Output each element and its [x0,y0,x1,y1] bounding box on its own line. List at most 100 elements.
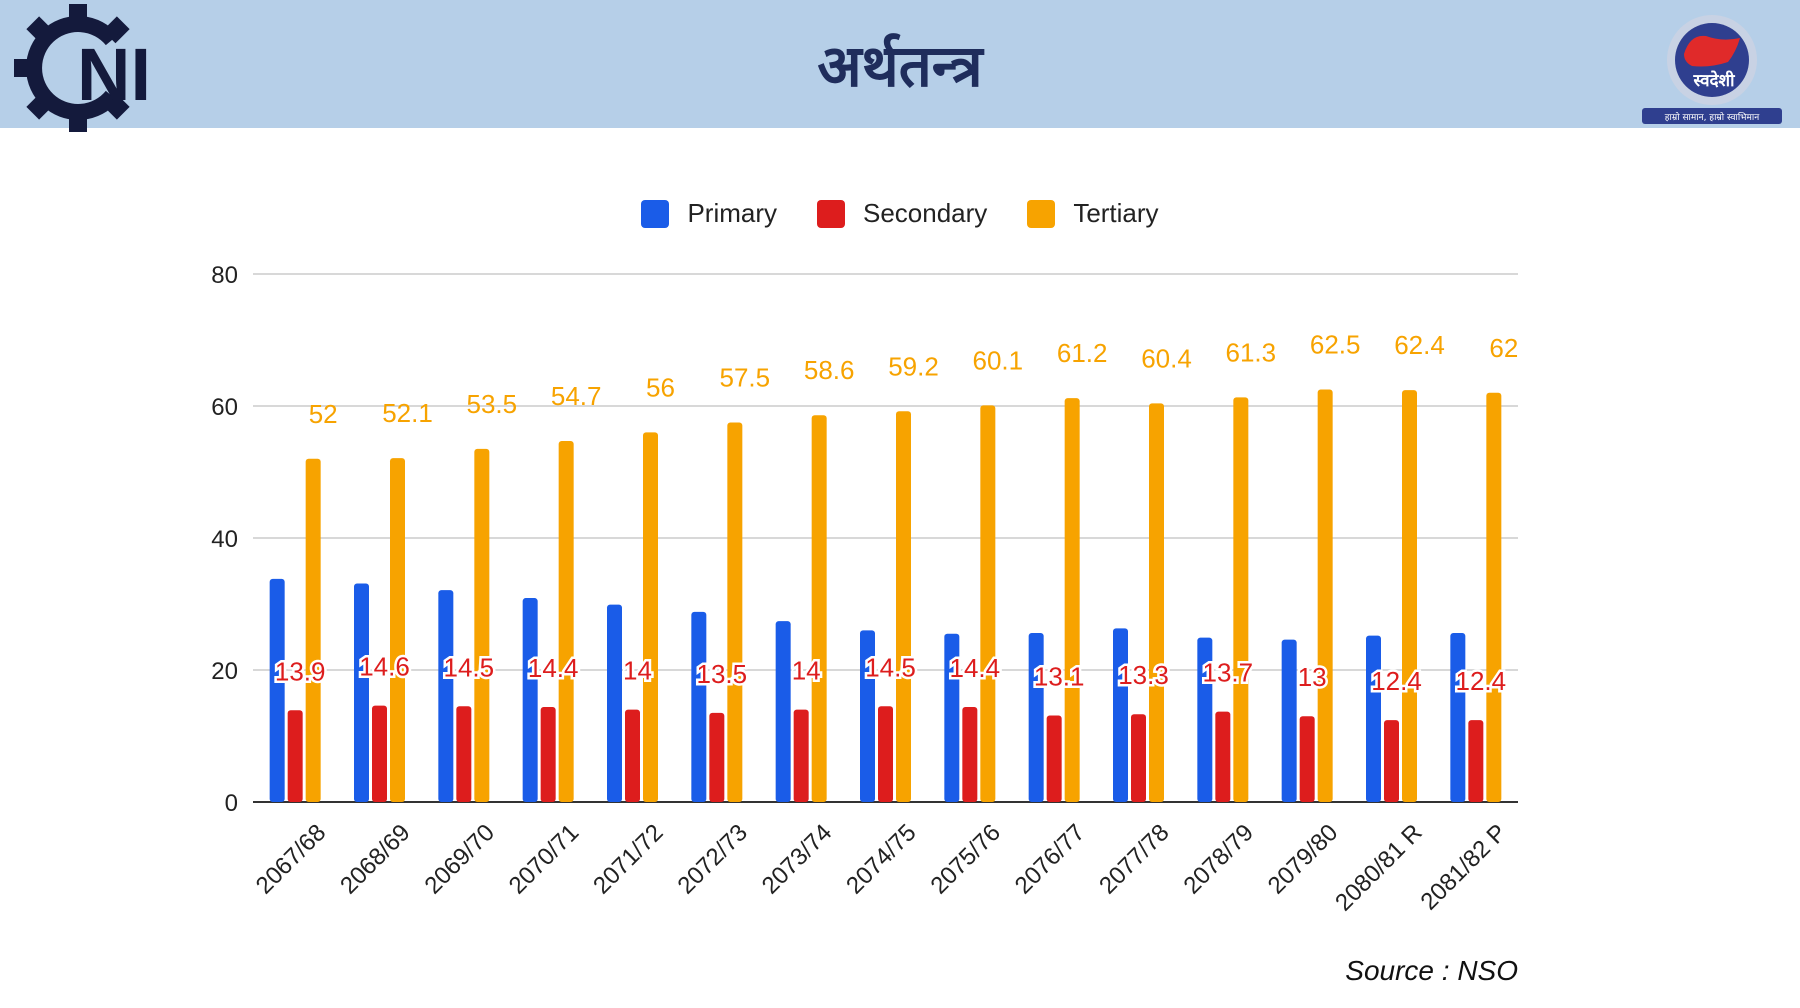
bar-tertiary [558,440,574,802]
data-label-tertiary: 62 [1489,333,1518,363]
ni-logo-text: NI [77,33,151,116]
bar-secondary [962,706,978,802]
data-label-secondary: 14.5 [444,652,495,682]
bar-primary [1028,633,1044,802]
x-tick-label: 2081/82 P [1415,819,1511,915]
bar-secondary [1384,720,1399,802]
bar-secondary [878,706,893,802]
x-tick-label: 2075/76 [926,819,1006,899]
legend-item-tertiary: Tertiary [1027,198,1159,229]
bar-tertiary [390,458,405,802]
x-tick-label: 2068/69 [335,819,415,899]
bar-secondary [540,706,556,802]
data-label-secondary: 13.7 [1203,658,1254,688]
data-label-secondary: 14 [623,656,652,686]
data-label-tertiary: 52.1 [382,398,433,428]
legend-item-primary: Primary [641,198,777,229]
data-label-secondary: 13.5 [697,659,748,689]
x-tick-label: 2073/74 [757,819,837,899]
bar-tertiary [896,411,911,802]
bar-secondary [625,709,640,802]
bar-primary [354,583,369,802]
data-label-secondary: 14.4 [528,653,579,683]
x-tick-label: 2076/77 [1010,819,1090,899]
data-label-tertiary: 57.5 [720,363,771,393]
data-label-tertiary: 52 [309,399,338,429]
swadeshi-logo: स्वदेशी हाम्रो सामान, हाम्रो स्वाभिमान [1642,15,1782,124]
data-label-secondary: 13.3 [1118,660,1169,690]
legend-label-primary: Primary [687,198,777,228]
legend-swatch-tertiary [1027,199,1056,228]
data-label-secondary: 12.4 [1456,666,1507,696]
data-label-tertiary: 60.1 [973,345,1024,375]
bar-tertiary [305,458,321,802]
x-tick-label: 2080/81 R [1330,819,1427,916]
bar-primary [1113,628,1128,802]
bar-secondary [1215,711,1231,802]
bar-tertiary [1402,390,1417,802]
swadeshi-tagline: हाम्रो सामान, हाम्रो स्वाभिमान [1665,111,1760,123]
page-title: अर्थतन्त्र [817,32,983,100]
bar-tertiary [643,432,658,802]
bar-secondary [1131,714,1146,802]
bar-primary [860,630,875,802]
data-label-secondary: 13.9 [275,656,326,686]
y-tick-label: 80 [211,262,238,289]
bar-primary [438,590,454,802]
bar-tertiary [727,422,743,802]
bar-primary [1197,637,1213,802]
chart-legend: Primary Secondary Tertiary [0,198,1800,229]
legend-swatch-secondary [817,199,845,228]
bar-secondary [456,706,472,802]
data-label-tertiary: 62.5 [1310,330,1361,360]
bar-secondary [793,709,809,802]
legend-label-tertiary: Tertiary [1073,198,1159,228]
x-tick-label: 2074/75 [841,819,921,899]
source-note: Source : NSO [1345,955,1518,986]
data-label-secondary: 14.6 [359,652,410,682]
data-label-tertiary: 61.3 [1226,337,1277,367]
bar-tertiary [1233,397,1249,802]
bar-tertiary [1149,403,1164,802]
bar-primary [1366,635,1381,802]
legend-swatch-primary [641,199,670,228]
bar-secondary [1468,720,1484,802]
bar-secondary [1046,715,1062,802]
data-label-secondary: 14 [792,656,821,686]
data-label-tertiary: 60.4 [1141,343,1192,373]
bar-tertiary [811,415,827,802]
x-tick-label: 2079/80 [1263,819,1343,899]
legend-item-secondary: Secondary [817,198,987,229]
bar-tertiary [1486,392,1502,802]
data-label-tertiary: 59.2 [888,351,939,381]
x-tick-label: 2067/68 [251,819,331,899]
y-tick-label: 0 [225,790,238,817]
bar-primary [522,598,538,802]
bar-primary [607,604,622,802]
y-tick-label: 20 [211,658,238,685]
data-label-secondary: 12.4 [1371,666,1422,696]
data-label-tertiary: 54.7 [551,381,602,411]
data-label-tertiary: 58.6 [804,355,855,385]
bar-primary [1281,639,1297,802]
x-tick-label: 2069/70 [420,819,500,899]
bar-primary [775,621,791,802]
data-label-secondary: 14.5 [865,652,916,682]
legend-label-secondary: Secondary [863,198,988,228]
data-label-secondary: 14.4 [950,653,1001,683]
bar-tertiary [474,448,490,802]
data-label-secondary: 13 [1298,662,1327,692]
bar-secondary [372,705,387,802]
bar-secondary [287,710,303,802]
bar-primary [1450,633,1466,802]
bar-primary [691,611,707,802]
x-tick-label: 2077/78 [1094,819,1174,899]
header-bar: NI अर्थतन्त्र स्वदेशी हाम्रो सामान, हाम्… [0,0,1800,132]
data-label-tertiary: 56 [646,372,675,402]
y-tick-label: 40 [211,526,238,553]
y-tick-label: 60 [211,394,238,421]
x-tick-label: 2071/72 [588,819,668,899]
x-tick-label: 2072/73 [673,819,753,899]
bar-secondary [709,712,725,802]
